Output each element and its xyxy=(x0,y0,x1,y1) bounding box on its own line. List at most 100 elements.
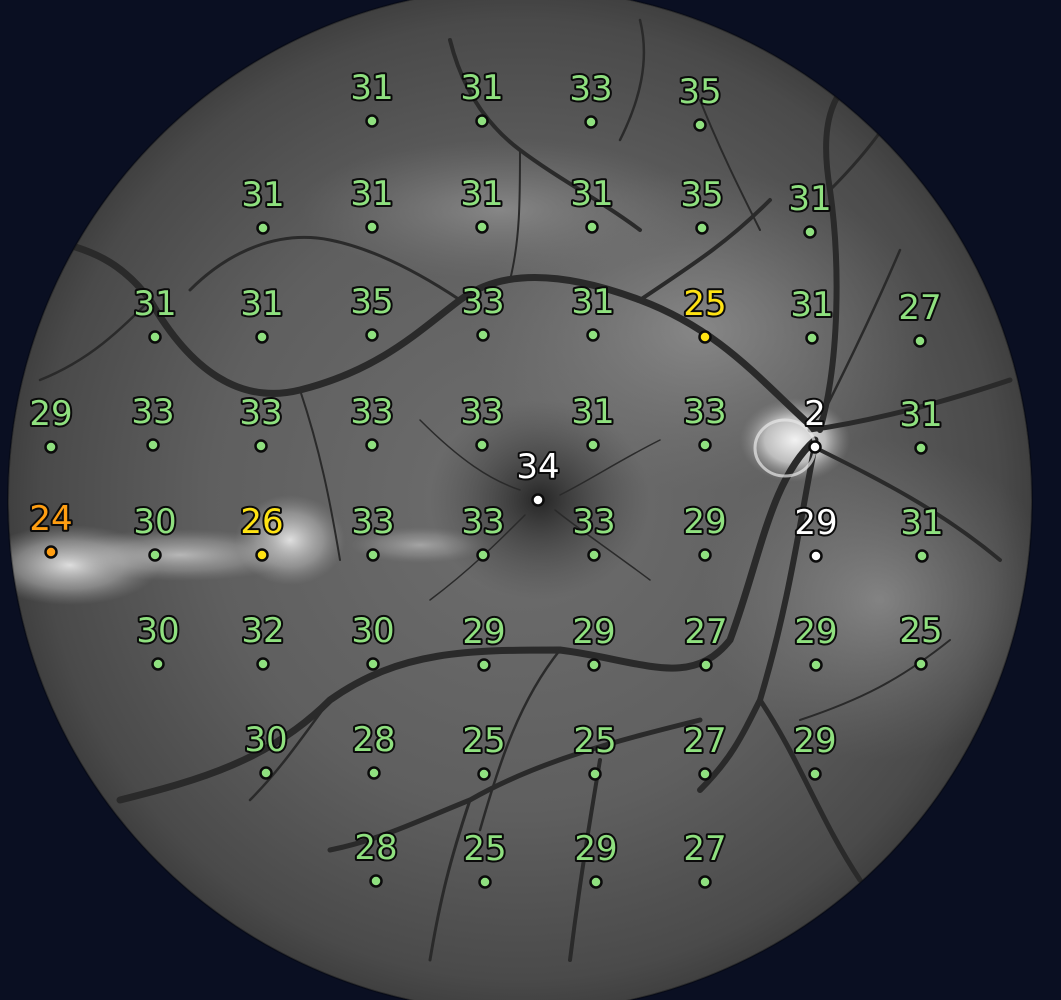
stimulus-dot xyxy=(695,221,709,235)
stimulus-dot xyxy=(809,549,823,563)
sensitivity-value: 29 xyxy=(574,829,617,869)
test-point: 29 xyxy=(792,501,840,563)
stimulus-dot xyxy=(256,657,270,671)
test-point: 30 xyxy=(349,609,397,671)
test-point: 30 xyxy=(131,500,179,562)
sensitivity-value: 27 xyxy=(683,721,726,761)
test-point: 26 xyxy=(238,500,286,562)
sensitivity-value: 27 xyxy=(684,612,727,652)
sensitivity-value: 25 xyxy=(899,611,942,651)
sensitivity-value: 2 xyxy=(804,394,826,434)
test-point: 35 xyxy=(348,280,396,342)
stimulus-dot xyxy=(478,875,492,889)
test-point: 33 xyxy=(459,500,507,562)
sensitivity-value: 31 xyxy=(350,174,393,214)
sensitivity-value: 31 xyxy=(899,395,942,435)
test-point: 31 xyxy=(348,172,396,234)
test-point: 31 xyxy=(131,282,179,344)
stimulus-dot xyxy=(259,766,273,780)
stimulus-dot xyxy=(914,441,928,455)
sensitivity-points: 31 31 33 35 31 31 31 31 35 31 31 31 35 33 31 25 31 27 29 33… xyxy=(27,66,946,889)
test-point: 30 xyxy=(134,609,182,671)
test-point: 31 xyxy=(897,393,945,455)
stimulus-dot xyxy=(148,548,162,562)
test-point: 30 xyxy=(242,718,290,780)
sensitivity-value: 34 xyxy=(516,447,559,487)
stimulus-dot xyxy=(476,548,490,562)
sensitivity-value: 33 xyxy=(351,502,394,542)
test-point: 34 xyxy=(514,445,562,507)
sensitivity-value: 35 xyxy=(678,72,721,112)
stimulus-dot xyxy=(366,657,380,671)
stimulus-dot xyxy=(589,875,603,889)
stimulus-dot xyxy=(698,330,712,344)
sensitivity-value: 30 xyxy=(133,502,176,542)
sensitivity-value: 31 xyxy=(350,68,393,108)
stimulus-dot xyxy=(477,767,491,781)
sensitivity-value: 31 xyxy=(460,68,503,108)
sensitivity-value: 31 xyxy=(460,174,503,214)
stimulus-dot xyxy=(475,220,489,234)
sensitivity-value: 28 xyxy=(354,828,397,868)
stimulus-dot xyxy=(254,439,268,453)
sensitivity-value: 30 xyxy=(351,611,394,651)
test-point: 31 xyxy=(348,66,396,128)
stimulus-dot xyxy=(531,493,545,507)
sensitivity-value: 30 xyxy=(244,720,287,760)
test-point: 31 xyxy=(238,282,286,344)
test-point: 29 xyxy=(27,392,75,454)
sensitivity-value: 24 xyxy=(29,499,72,539)
test-point: 2 xyxy=(802,392,828,454)
stimulus-dot xyxy=(367,766,381,780)
stimulus-dot xyxy=(808,440,822,454)
test-point: 27 xyxy=(896,286,944,348)
stimulus-dot xyxy=(476,328,490,342)
test-point: 33 xyxy=(129,390,177,452)
sensitivity-value: 25 xyxy=(463,829,506,869)
sensitivity-value: 32 xyxy=(241,611,284,651)
test-point: 33 xyxy=(567,67,615,129)
stimulus-dot xyxy=(44,440,58,454)
sensitivity-value: 29 xyxy=(572,612,615,652)
test-point: 35 xyxy=(678,173,726,235)
test-point: 31 xyxy=(239,173,287,235)
test-point: 31 xyxy=(569,390,617,452)
sensitivity-value: 31 xyxy=(790,285,833,325)
test-point: 31 xyxy=(568,172,616,234)
test-point: 29 xyxy=(792,610,840,672)
stimulus-dot xyxy=(805,331,819,345)
sensitivity-value: 33 xyxy=(239,393,282,433)
test-point: 31 xyxy=(898,501,946,563)
stimulus-dot xyxy=(584,115,598,129)
sensitivity-value: 25 xyxy=(573,721,616,761)
sensitivity-value: 31 xyxy=(900,503,943,543)
test-point: 25 xyxy=(897,609,945,671)
sensitivity-value: 31 xyxy=(570,174,613,214)
sensitivity-value: 33 xyxy=(350,392,393,432)
sensitivity-value: 33 xyxy=(131,392,174,432)
sensitivity-value: 29 xyxy=(794,612,837,652)
test-point: 31 xyxy=(458,172,506,234)
stimulus-dot xyxy=(698,548,712,562)
stimulus-dot xyxy=(365,220,379,234)
stimulus-dot xyxy=(365,114,379,128)
sensitivity-value: 25 xyxy=(683,284,726,324)
sensitivity-value: 33 xyxy=(572,502,615,542)
stimulus-dot xyxy=(477,658,491,672)
sensitivity-value: 28 xyxy=(352,720,395,760)
sensitivity-value: 33 xyxy=(569,69,612,109)
test-point: 33 xyxy=(237,391,285,453)
test-point: 31 xyxy=(569,280,617,342)
stimulus-dot xyxy=(698,875,712,889)
test-point: 25 xyxy=(681,282,729,344)
test-point: 35 xyxy=(676,70,724,132)
stimulus-dot xyxy=(146,438,160,452)
stimulus-dot xyxy=(151,657,165,671)
test-point: 25 xyxy=(460,719,508,781)
sensitivity-value: 33 xyxy=(461,502,504,542)
stimulus-dot xyxy=(808,767,822,781)
stimulus-dot xyxy=(475,114,489,128)
sensitivity-value: 30 xyxy=(136,611,179,651)
